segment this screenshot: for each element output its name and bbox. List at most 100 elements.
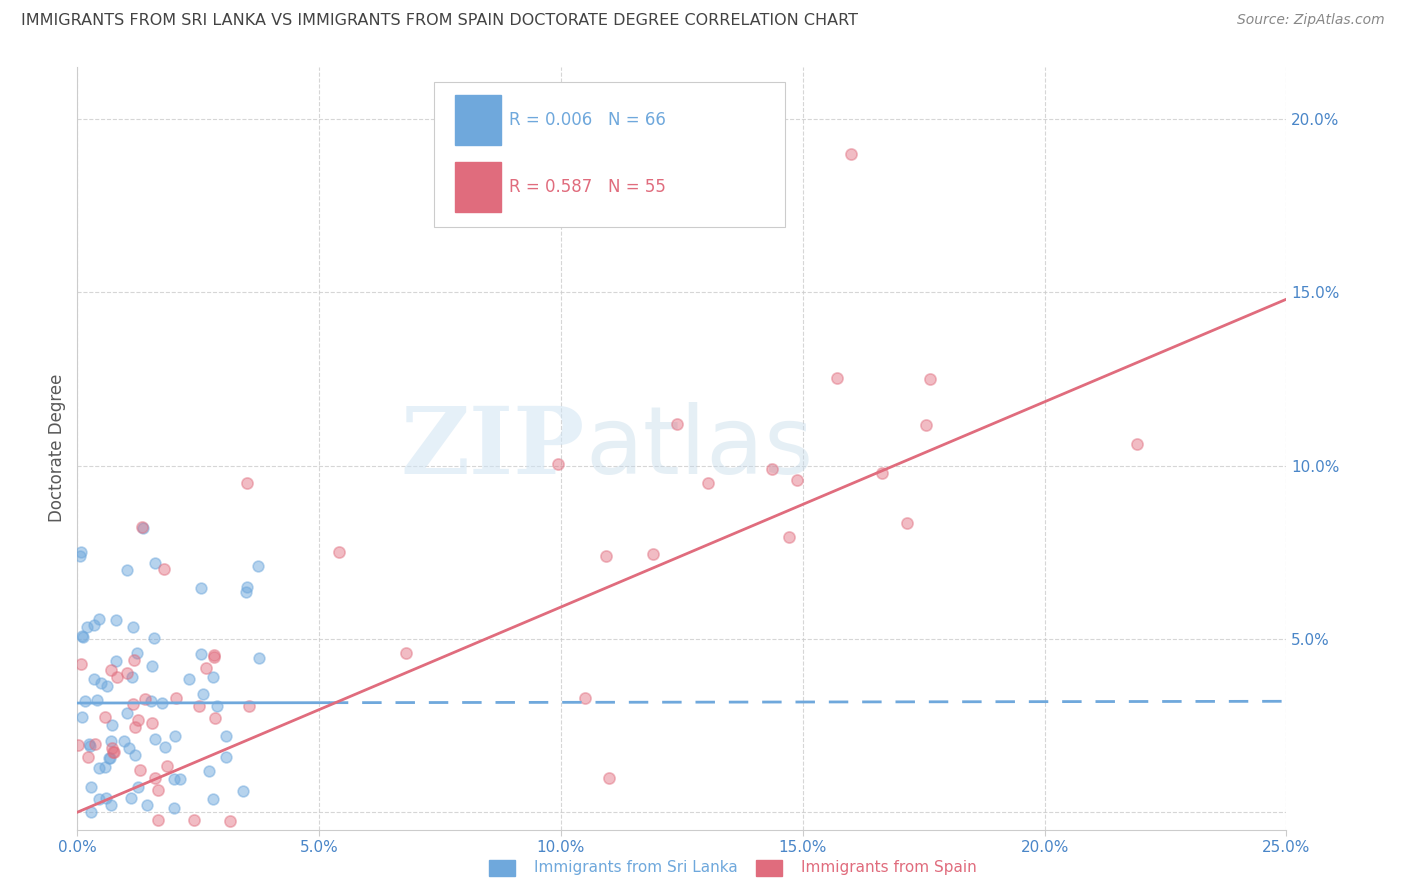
Point: [395, 646, 418, 660]
Point: [190, 582, 212, 596]
Point: [83, 673, 105, 687]
Point: [146, 783, 169, 797]
Point: [77, 737, 100, 751]
Point: [94, 760, 117, 774]
Point: [115, 666, 138, 681]
Point: [73, 694, 96, 708]
Point: [778, 530, 800, 544]
Point: [83, 618, 105, 632]
Point: [205, 698, 228, 713]
Point: [98, 751, 121, 765]
Point: [194, 661, 217, 675]
Point: [202, 649, 225, 664]
Point: [215, 750, 238, 764]
Point: [141, 716, 163, 731]
Point: [786, 474, 808, 488]
Text: R = 0.587   N = 55: R = 0.587 N = 55: [509, 178, 666, 196]
Point: [125, 646, 148, 660]
Point: [86, 693, 108, 707]
Point: [169, 772, 191, 786]
Point: [238, 699, 260, 714]
Point: [139, 694, 162, 708]
Point: [598, 771, 620, 785]
Point: [235, 585, 257, 599]
Point: [76, 620, 98, 634]
Point: [115, 563, 138, 577]
Point: [896, 516, 918, 530]
Point: [153, 562, 176, 576]
Point: [112, 733, 135, 747]
Point: [100, 663, 122, 677]
FancyBboxPatch shape: [434, 82, 785, 227]
Point: [131, 521, 153, 535]
Point: [143, 556, 166, 570]
Point: [145, 771, 167, 785]
Point: [202, 648, 225, 662]
Text: Source: ZipAtlas.com: Source: ZipAtlas.com: [1237, 13, 1385, 28]
Point: [69, 545, 91, 559]
Text: IMMIGRANTS FROM SRI LANKA VS IMMIGRANTS FROM SPAIN DOCTORATE DEGREE CORRELATION : IMMIGRANTS FROM SRI LANKA VS IMMIGRANTS …: [21, 13, 858, 29]
Point: [141, 659, 163, 673]
Point: [163, 772, 186, 786]
Point: [66, 738, 89, 752]
Point: [124, 721, 146, 735]
Point: [191, 687, 214, 701]
Point: [190, 647, 212, 661]
Y-axis label: Doctorate Degree: Doctorate Degree: [48, 374, 66, 523]
Point: [70, 710, 93, 724]
Point: [105, 670, 128, 684]
Point: [69, 549, 91, 563]
Point: [235, 580, 257, 594]
Point: [197, 764, 219, 779]
Point: [105, 654, 128, 668]
Point: [129, 763, 152, 777]
Text: Immigrants from Sri Lanka: Immigrants from Sri Lanka: [534, 860, 738, 874]
Point: [135, 798, 157, 813]
Point: [915, 418, 938, 433]
Point: [134, 692, 156, 706]
Point: [165, 729, 187, 743]
Point: [201, 670, 224, 684]
Point: [150, 696, 173, 710]
Point: [70, 657, 93, 671]
Point: [80, 805, 103, 819]
Point: [80, 780, 103, 794]
Point: [232, 784, 254, 798]
Point: [90, 675, 112, 690]
Point: [165, 691, 187, 706]
Point: [920, 371, 942, 385]
Point: [219, 814, 242, 829]
Point: [148, 813, 170, 827]
Point: [183, 813, 205, 827]
Point: [870, 467, 893, 481]
Point: [103, 745, 125, 759]
Point: [155, 758, 177, 772]
Point: [87, 612, 110, 626]
Point: [124, 747, 146, 762]
Point: [188, 698, 211, 713]
Point: [118, 740, 141, 755]
Point: [574, 690, 596, 705]
Point: [101, 741, 124, 756]
Point: [121, 619, 143, 633]
Point: [127, 713, 149, 727]
Point: [142, 631, 165, 645]
Point: [122, 697, 145, 711]
Point: [94, 709, 117, 723]
Point: [202, 792, 225, 806]
Point: [79, 739, 101, 753]
Point: [127, 780, 149, 794]
Point: [94, 790, 117, 805]
Point: [761, 462, 783, 476]
Point: [72, 629, 94, 643]
Point: [163, 800, 186, 814]
FancyBboxPatch shape: [454, 95, 501, 145]
Point: [115, 706, 138, 720]
Point: [100, 733, 122, 747]
Point: [247, 651, 270, 665]
Point: [122, 837, 145, 851]
Point: [100, 797, 122, 812]
Point: [215, 729, 238, 743]
Point: [146, 839, 169, 854]
Point: [98, 751, 121, 765]
